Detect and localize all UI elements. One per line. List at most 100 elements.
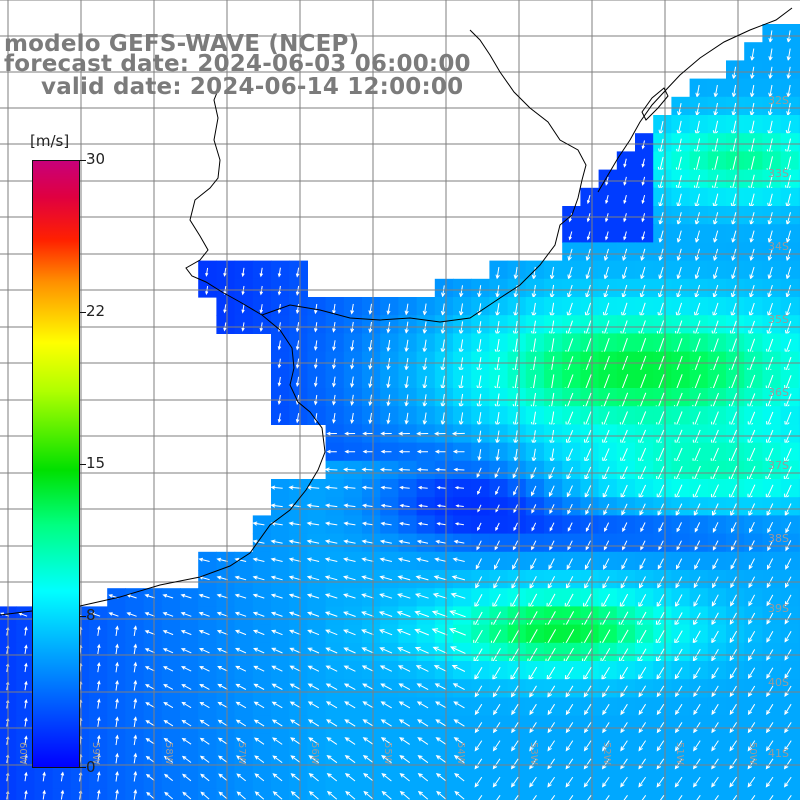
wind-arrow	[308, 737, 319, 745]
wind-arrow	[434, 449, 447, 454]
wind-arrow	[694, 248, 700, 262]
wind-arrow	[750, 48, 755, 62]
wind-arrow	[767, 248, 773, 262]
wind-arrow	[362, 737, 374, 745]
wind-arrow	[24, 789, 28, 800]
wind-arrow	[289, 647, 301, 654]
wind-arrow	[96, 698, 101, 709]
wind-arrow	[96, 643, 101, 655]
wind-arrow	[361, 503, 374, 508]
wind-arrow	[386, 339, 391, 353]
wind-arrow	[198, 593, 210, 599]
wind-arrow	[60, 771, 65, 782]
wind-arrow	[163, 684, 174, 690]
lat-label: 37S	[768, 459, 789, 472]
wind-arrow	[435, 701, 447, 709]
wind-arrow	[415, 665, 429, 672]
wind-arrow	[510, 685, 519, 698]
wind-arrow	[474, 740, 483, 752]
wind-arrow	[567, 540, 573, 551]
wind-arrow	[252, 575, 265, 581]
wind-arrow	[288, 485, 301, 490]
wind-arrow	[181, 773, 192, 782]
wind-arrow	[288, 521, 301, 526]
wind-arrow	[253, 701, 265, 709]
wind-arrow	[674, 776, 683, 788]
wind-arrow	[343, 665, 356, 672]
wind-arrow	[368, 358, 373, 371]
wind-arrow	[474, 776, 483, 788]
wind-arrow	[565, 722, 574, 734]
wind-arrow	[417, 790, 429, 800]
wind-arrow	[306, 557, 320, 562]
wind-arrow	[162, 612, 174, 617]
speed-cell	[798, 133, 800, 152]
speed-cell	[544, 788, 563, 800]
wind-arrow	[417, 772, 429, 782]
wind-arrow	[749, 248, 755, 262]
wind-arrow	[731, 66, 737, 80]
wind-arrow	[693, 740, 701, 752]
lon-label: 58W	[163, 742, 174, 765]
wind-arrow	[750, 66, 755, 80]
speed-cell	[762, 788, 782, 800]
wind-arrow	[381, 755, 392, 764]
wind-arrow	[711, 776, 719, 788]
wind-arrow	[602, 722, 610, 734]
wind-arrow	[115, 752, 119, 764]
speed-cell	[580, 788, 600, 800]
wind-arrow	[378, 629, 393, 636]
wind-arrow	[659, 795, 665, 800]
wind-arrow	[784, 612, 792, 625]
wind-arrow	[747, 722, 756, 734]
wind-arrow	[396, 611, 411, 618]
wind-arrow	[477, 285, 482, 298]
wind-arrow	[729, 722, 738, 734]
lagoon-outline	[641, 87, 669, 121]
wind-arrow	[454, 772, 465, 782]
wind-arrow	[620, 776, 628, 788]
wind-arrow	[344, 755, 356, 764]
wind-arrow	[344, 431, 356, 436]
wind-arrow	[451, 665, 466, 672]
wind-arrow	[270, 557, 283, 562]
wind-arrow	[344, 719, 356, 727]
wind-arrow	[277, 376, 282, 387]
wind-arrow	[96, 716, 101, 727]
wind-arrow	[696, 795, 701, 800]
wind-arrow	[216, 629, 228, 636]
wind-arrow	[162, 594, 174, 599]
wind-arrow	[24, 735, 28, 745]
speed-cell	[798, 78, 800, 98]
wind-arrow	[252, 521, 265, 526]
wind-arrow	[343, 467, 356, 472]
coastline-south-brazil	[597, 7, 793, 193]
wind-arrow	[325, 665, 338, 672]
wind-arrow	[307, 719, 320, 727]
wind-arrow	[108, 612, 119, 617]
wind-arrow	[295, 376, 300, 388]
wind-arrow	[511, 740, 519, 752]
wind-arrow	[235, 683, 247, 690]
wind-arrow	[235, 647, 247, 654]
wind-arrow	[236, 791, 246, 800]
colorbar-tick-8: 8	[86, 606, 96, 624]
wind-arrow	[765, 740, 774, 752]
wind-arrow	[363, 772, 374, 782]
colorbar-tickmark	[80, 616, 86, 617]
speed-cell	[380, 788, 399, 800]
wind-arrow	[216, 557, 229, 562]
wind-arrow	[492, 722, 501, 734]
wind-arrow	[766, 631, 774, 643]
wind-arrow	[730, 594, 737, 607]
wind-arrow	[414, 593, 429, 599]
wind-arrow	[431, 628, 448, 636]
wind-arrow	[454, 486, 465, 490]
wind-arrow	[623, 194, 627, 205]
wind-arrow	[324, 575, 338, 581]
wind-arrow	[217, 737, 228, 745]
speed-cell	[798, 661, 800, 680]
wind-arrow	[252, 557, 265, 562]
wind-arrow	[253, 683, 265, 690]
